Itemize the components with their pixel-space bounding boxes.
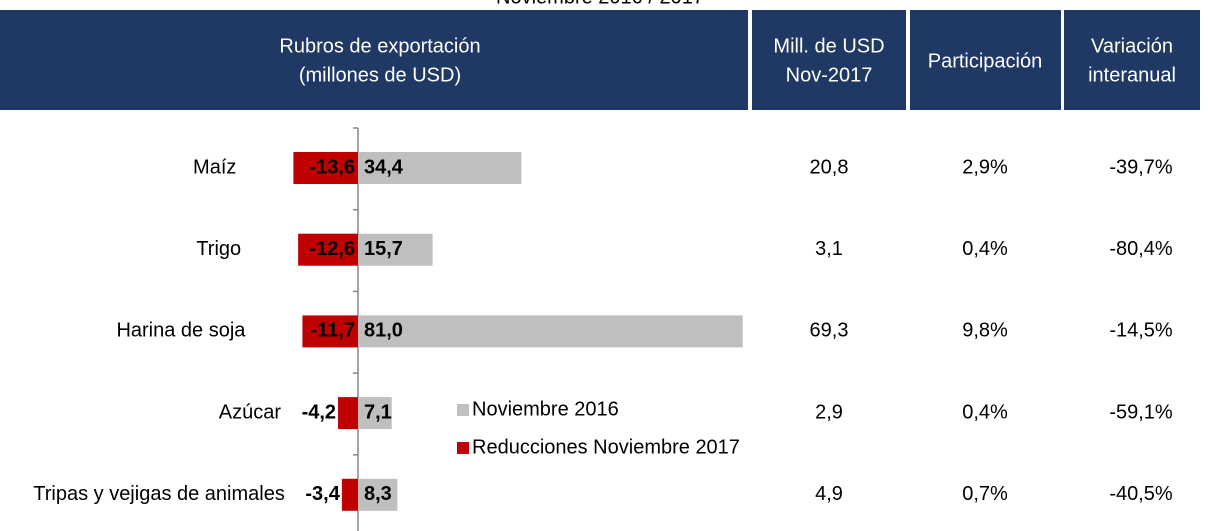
bar xyxy=(358,397,392,430)
bar xyxy=(358,233,433,266)
category-label: Trigo xyxy=(196,238,241,260)
value-label: -12,6 xyxy=(309,238,355,260)
bar xyxy=(341,478,358,511)
table-cell: -80,4% xyxy=(1109,238,1173,260)
value-label: -3,4 xyxy=(305,483,340,505)
category-label: Azúcar xyxy=(219,401,282,423)
table-cell: 0,4% xyxy=(962,401,1008,423)
table-cell: -14,5% xyxy=(1109,320,1173,342)
table-cell: 3,1 xyxy=(815,238,843,260)
value-label: 34,4 xyxy=(364,156,404,178)
header-divider xyxy=(1061,10,1064,110)
header-divider xyxy=(906,10,910,110)
legend-label: Noviembre 2016 xyxy=(472,398,619,420)
value-label: 7,1 xyxy=(364,401,392,423)
page-title: Noviembre 2016 / 2017 xyxy=(496,0,704,8)
legend-swatch xyxy=(457,404,469,416)
value-label: 81,0 xyxy=(364,320,403,342)
bar xyxy=(298,233,358,266)
table-cell: 20,8 xyxy=(810,156,849,178)
bar xyxy=(358,478,398,511)
table-cell: 9,8% xyxy=(962,320,1008,342)
header-label: Rubros de exportación xyxy=(279,35,480,57)
table-cell: 2,9% xyxy=(962,156,1008,178)
header-band xyxy=(0,10,1200,110)
header-label: Nov-2017 xyxy=(786,64,873,86)
bar xyxy=(302,315,358,348)
header-label: Mill. de USD xyxy=(773,35,884,57)
bar xyxy=(358,315,743,348)
table-cell: -59,1% xyxy=(1109,401,1173,423)
header-label: interanual xyxy=(1088,64,1176,86)
legend-label: Reducciones Noviembre 2017 xyxy=(472,436,740,458)
value-label: 8,3 xyxy=(364,483,392,505)
bar xyxy=(358,152,522,184)
category-label: Tripas y vejigas de animales xyxy=(33,483,285,505)
table-cell: 4,9 xyxy=(815,483,843,505)
value-label: -4,2 xyxy=(302,401,336,423)
table-cell: 0,4% xyxy=(962,238,1008,260)
table-cell: 2,9 xyxy=(815,401,843,423)
table-cell: -39,7% xyxy=(1109,156,1173,178)
header-divider xyxy=(748,10,752,110)
category-label: Harina de soja xyxy=(116,320,246,342)
legend-swatch xyxy=(457,442,469,454)
table-cell: -40,5% xyxy=(1109,483,1173,505)
value-label: -11,7 xyxy=(311,320,355,342)
bar xyxy=(338,397,358,430)
header-label: Participación xyxy=(928,50,1043,72)
value-label: 15,7 xyxy=(364,238,403,260)
category-label: Maíz xyxy=(193,156,236,178)
table-cell: 69,3 xyxy=(810,320,849,342)
value-label: -13,6 xyxy=(309,156,355,178)
table-cell: 0,7% xyxy=(962,483,1008,505)
header-label: (millones de USD) xyxy=(299,64,461,86)
bar xyxy=(293,152,358,184)
header-label: Variación xyxy=(1091,35,1173,57)
